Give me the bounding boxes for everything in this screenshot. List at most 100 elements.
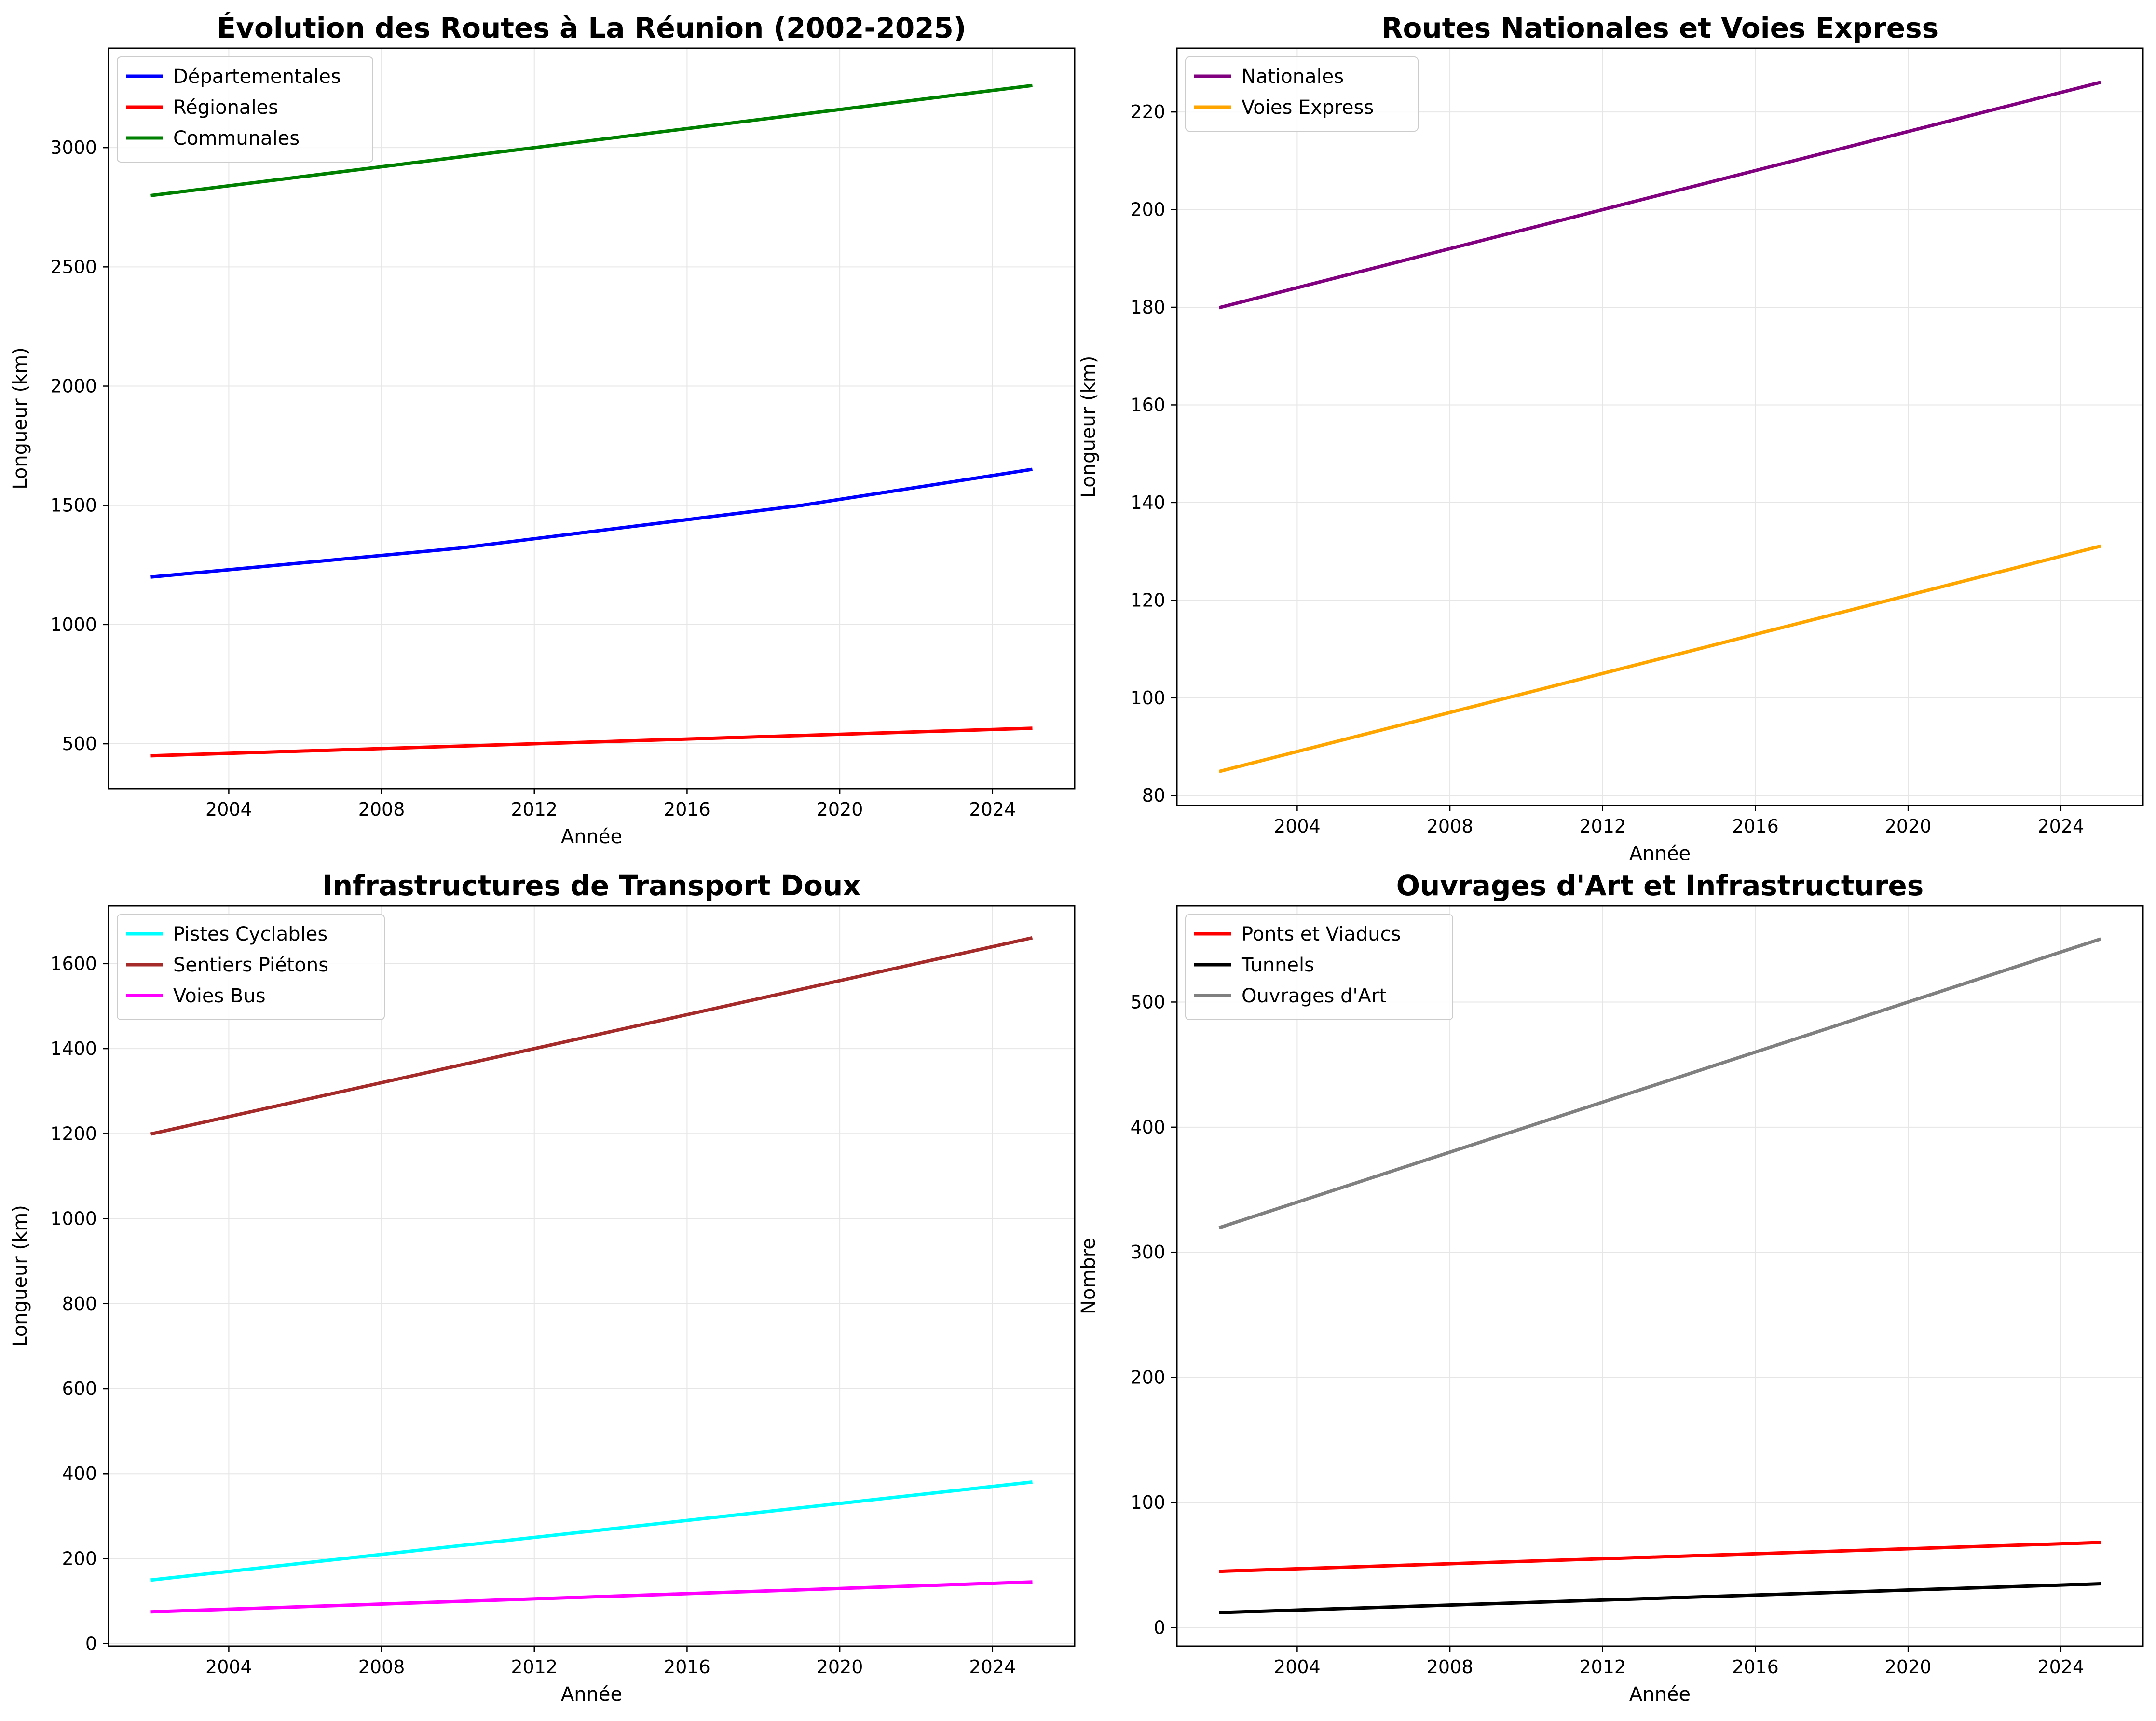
legend-box (117, 914, 385, 1020)
legend: Nationales Voies Express (1185, 56, 1419, 132)
y-axis-label: Nombre (1078, 1238, 1100, 1314)
chart-4: 2004 2008 2012 2016 2020 2024 0 100 200 300 400 500… (1078, 869, 2144, 1706)
chart-title: Évolution des Routes à La Réunion (2002-… (217, 11, 967, 44)
series-line-1 (150, 467, 1033, 579)
y-tick-label: 1400 (50, 1038, 97, 1059)
x-tick-label: 2024 (2037, 816, 2084, 837)
y-tick-label: 800 (62, 1293, 97, 1314)
legend-label: Communales (173, 127, 300, 150)
x-tick-label: 2008 (1427, 1656, 1474, 1678)
chart-1: 2004 2008 2012 2016 2020 2024 500 1000 1500 2000 2… (9, 11, 1076, 848)
x-tick-label: 2004 (205, 1656, 252, 1678)
y-tick-label: 0 (1154, 1617, 1165, 1638)
x-tick-label: 2016 (1732, 1656, 1779, 1678)
y-tick-label: 1600 (50, 953, 97, 974)
y-axis-label: Longueur (km) (1078, 356, 1100, 498)
x-tick-label: 2012 (1579, 816, 1626, 837)
plot-area (1177, 48, 2143, 806)
y-tick-label: 180 (1130, 297, 1165, 318)
plot-area (1177, 906, 2143, 1646)
y-tick-label: 1000 (50, 1208, 97, 1229)
y-tick-label: 80 (1142, 785, 1165, 806)
y-tick-label: 2500 (50, 256, 97, 277)
y-tick-label: 500 (1130, 991, 1165, 1012)
x-tick-label: 2004 (205, 799, 252, 820)
plot-area (109, 906, 1075, 1646)
x-tick-label: 2004 (1274, 816, 1321, 837)
y-tick-label: 160 (1130, 394, 1165, 415)
x-tick-label: 2008 (358, 1656, 405, 1678)
y-tick-label: 2000 (50, 376, 97, 397)
y-tick-label: 300 (1130, 1242, 1165, 1263)
axes-frame (108, 47, 1076, 790)
x-tick-label: 2016 (1732, 816, 1779, 837)
y-tick-label: 3000 (50, 137, 97, 158)
x-axis-label: Année (561, 1683, 622, 1706)
x-tick-label: 2016 (664, 1656, 710, 1678)
series-line-2 (1219, 1582, 2101, 1614)
y-tick-label: 1000 (50, 614, 97, 635)
y-tick-label: 200 (1130, 199, 1165, 220)
y-tick-label: 400 (1130, 1117, 1165, 1138)
legend-label: Ponts et Viaducs (1242, 923, 1401, 945)
x-tick-label: 2020 (1885, 1656, 1932, 1678)
axes-frame (1176, 47, 2144, 806)
x-tick-label: 2020 (817, 799, 863, 820)
series-line-3 (1218, 937, 2101, 1229)
x-tick-label: 2004 (1274, 1656, 1321, 1678)
y-tick-label: 600 (62, 1378, 97, 1399)
x-axis-label: Année (561, 826, 622, 848)
y-tick-label: 220 (1130, 101, 1165, 123)
x-tick-label: 2008 (358, 799, 405, 820)
legend-label: Régionales (173, 96, 278, 119)
y-tick-label: 140 (1130, 492, 1165, 513)
series-line-2 (1218, 544, 2101, 773)
legend-box (1185, 56, 1419, 132)
legend: Pistes Cyclables Sentiers Piétons Voies Bu… (117, 914, 385, 1020)
legend-box (1185, 914, 1453, 1020)
series-line-3 (150, 83, 1033, 197)
legend-box (117, 56, 373, 163)
chart-title: Ouvrages d'Art et Infrastructures (1396, 869, 1924, 902)
x-axis-label: Année (1629, 843, 1691, 865)
x-tick-label: 2024 (2037, 1656, 2084, 1678)
y-tick-label: 0 (85, 1633, 97, 1654)
y-axis-label: Longueur (km) (9, 1205, 31, 1347)
legend-label: Départementales (173, 66, 341, 88)
legend-label: Ouvrages d'Art (1242, 985, 1387, 1007)
legend-label: Voies Bus (173, 985, 266, 1007)
plot-area (109, 48, 1075, 789)
legend-label: Sentiers Piétons (173, 954, 328, 976)
y-tick-label: 200 (62, 1548, 97, 1569)
y-tick-label: 400 (62, 1463, 97, 1484)
y-tick-label: 1500 (50, 495, 97, 516)
x-tick-label: 2024 (969, 799, 1016, 820)
chart-2: 2004 2008 2012 2016 2020 2024 80 100 120 140 160 18… (1078, 12, 2144, 865)
legend: Ponts et Viaducs Tunnels Ouvrages d'Art (1185, 914, 1453, 1020)
x-tick-label: 2012 (511, 799, 558, 820)
y-axis-label: Longueur (km) (9, 347, 31, 490)
chart-title: Infrastructures de Transport Doux (322, 869, 860, 902)
x-tick-label: 2020 (1885, 816, 1932, 837)
series-line-1 (1219, 1541, 2101, 1573)
x-tick-label: 2016 (664, 799, 710, 820)
series-line-3 (150, 1580, 1033, 1614)
x-axis-label: Année (1629, 1683, 1691, 1706)
chart-3: 2004 2008 2012 2016 2020 2024 0 200 400 600 800 100… (9, 869, 1076, 1706)
legend: Départementales Régionales Communales (117, 56, 373, 163)
y-tick-label: 1200 (50, 1123, 97, 1144)
legend-label: Pistes Cyclables (173, 923, 327, 945)
y-tick-label: 120 (1130, 589, 1165, 611)
y-tick-label: 100 (1130, 687, 1165, 709)
axes-frame (108, 905, 1076, 1647)
legend-label: Tunnels (1241, 954, 1314, 976)
series-line-1 (150, 1480, 1033, 1582)
series-line-1 (1218, 81, 2101, 310)
y-tick-label: 100 (1130, 1492, 1165, 1513)
y-tick-label: 500 (62, 733, 97, 754)
series-line-2 (150, 726, 1033, 758)
x-tick-label: 2012 (511, 1656, 558, 1678)
x-tick-label: 2008 (1427, 816, 1474, 837)
legend-label: Nationales (1242, 66, 1344, 88)
